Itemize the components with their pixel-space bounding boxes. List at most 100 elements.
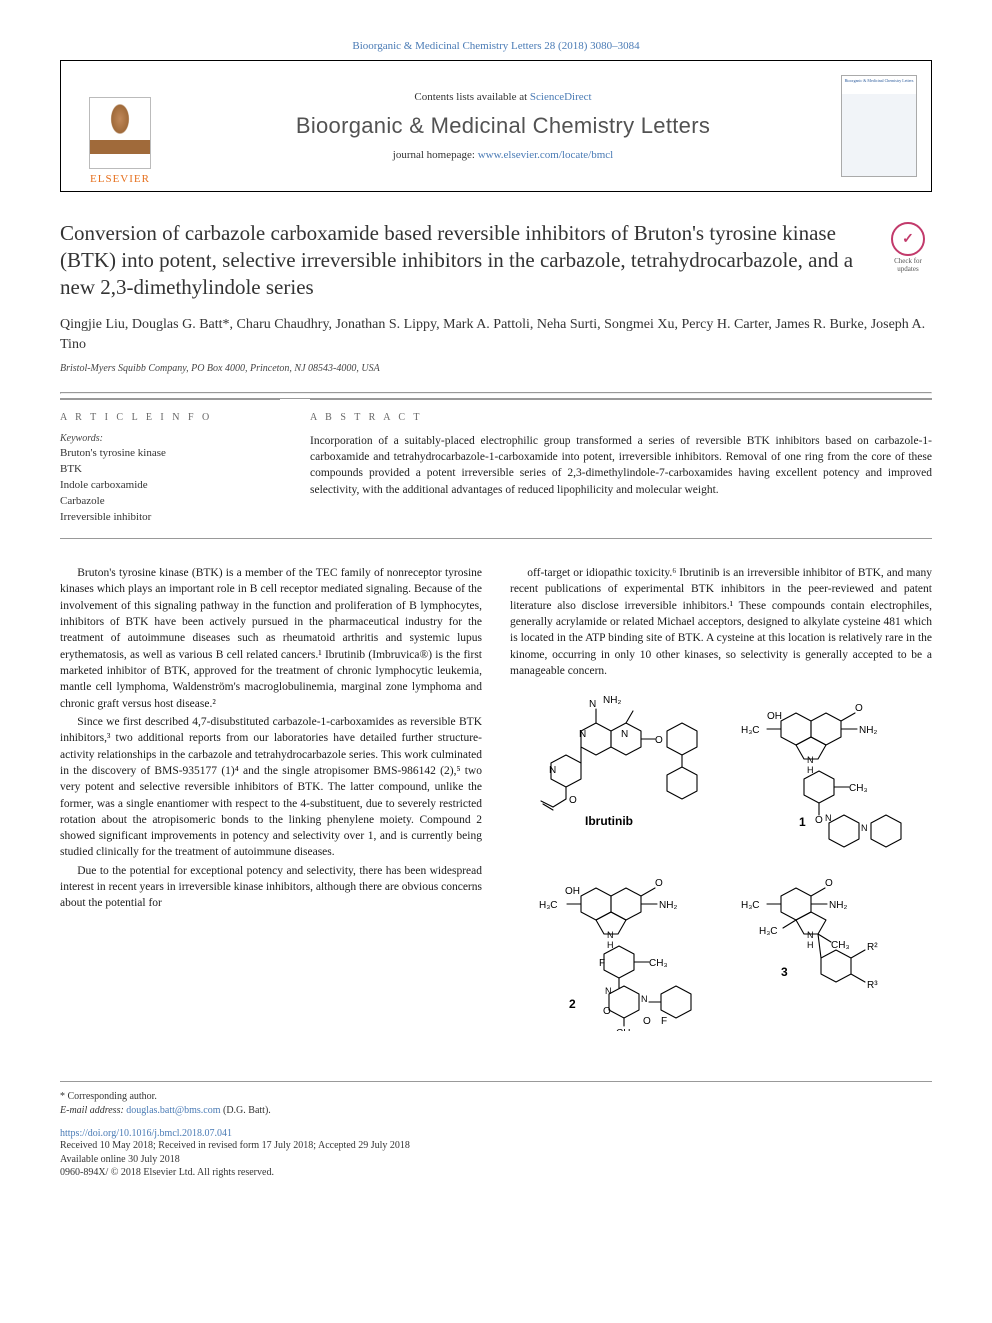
svg-text:N: N [605,986,612,996]
page-footer: * Corresponding author. E-mail address: … [60,1081,932,1178]
publisher-label: ELSEVIER [90,173,150,185]
cover-thumb-title: Bioorganic & Medicinal Chemistry Letters [842,76,916,83]
svg-text:N: N [641,994,648,1004]
svg-text:1: 1 [799,815,806,829]
svg-text:N: N [589,699,596,710]
svg-text:H₃C: H₃C [539,900,558,911]
svg-text:H₃C: H₃C [741,725,760,736]
svg-text:O: O [643,1016,651,1027]
svg-text:N: N [807,930,814,940]
body-paragraph: Since we first described 4,7-disubstitut… [60,714,482,861]
svg-text:H: H [607,940,614,950]
keyword: Bruton's tyrosine kinase [60,446,280,462]
homepage-link[interactable]: www.elsevier.com/locate/bmcl [478,149,614,161]
body-right-column: off-target or idiopathic toxicity.⁶ Ibru… [510,565,932,1031]
structure-1: N H O NH₂ H₃C OH [741,703,901,847]
svg-text:2: 2 [569,997,576,1011]
author-list: Qingjie Liu, Douglas G. Batt*, Charu Cha… [60,315,932,356]
svg-text:N: N [825,813,832,823]
homepage-prefix: journal homepage: [393,149,478,161]
email-label: E-mail address: [60,1105,126,1116]
svg-text:Ibrutinib: Ibrutinib [585,814,633,828]
keywords-label: Keywords: [60,433,280,444]
structure-ibrutinib: N NH₂ N N O [541,695,697,828]
body-paragraph: Bruton's tyrosine kinase (BTK) is a memb… [60,565,482,712]
svg-text:O: O [825,878,833,889]
svg-text:CH₃: CH₃ [831,940,850,951]
body-paragraph: Due to the potential for exceptional pot… [60,863,482,912]
svg-text:O: O [855,703,863,714]
sciencedirect-link[interactable]: ScienceDirect [530,91,592,103]
journal-masthead: ELSEVIER Contents lists available at Sci… [60,60,932,192]
elsevier-tree-logo [89,97,151,169]
divider [60,392,932,394]
svg-text:O: O [655,878,663,889]
svg-text:NH₂: NH₂ [829,900,847,911]
svg-text:NH₂: NH₂ [603,695,621,706]
cover-thumb-wrap: Bioorganic & Medicinal Chemistry Letters [827,61,931,191]
svg-text:F: F [661,1016,667,1027]
check-updates-icon: ✓ [891,222,925,256]
keywords-list: Bruton's tyrosine kinase BTK Indole carb… [60,446,280,526]
article-title: Conversion of carbazole carboxamide base… [60,220,860,301]
svg-text:O: O [603,1006,611,1017]
svg-text:N: N [621,729,628,740]
contents-line: Contents lists available at ScienceDirec… [179,91,827,103]
dates-line2: Available online 30 July 2018 [60,1153,932,1167]
article-info-head: A R T I C L E I N F O [60,412,280,423]
svg-text:F: F [599,958,605,969]
svg-text:CH₃: CH₃ [849,783,868,794]
abstract-head: A B S T R A C T [310,412,932,423]
doi-link[interactable]: https://doi.org/10.1016/j.bmcl.2018.07.0… [60,1128,232,1139]
svg-text:H: H [807,765,814,775]
corresponding-author-note: * Corresponding author. [60,1090,932,1104]
body-paragraph: off-target or idiopathic toxicity.⁶ Ibru… [510,565,932,679]
svg-text:H₃C: H₃C [759,926,778,937]
svg-text:OH: OH [565,886,580,897]
email-suffix: (D.G. Batt). [221,1105,271,1116]
svg-text:O: O [569,795,577,806]
svg-text:N: N [607,930,614,940]
affiliation: Bristol-Myers Squibb Company, PO Box 400… [60,363,932,374]
keyword: Carbazole [60,494,280,510]
structure-2: N H O NH₂ H₃C OH F [539,878,691,1031]
email-line: E-mail address: douglas.batt@bms.com (D.… [60,1104,932,1118]
svg-text:NH₂: NH₂ [659,900,677,911]
publisher-block: ELSEVIER [61,61,179,191]
header-citation-link[interactable]: Bioorganic & Medicinal Chemistry Letters… [352,40,639,52]
svg-text:R³: R³ [867,980,878,991]
contents-prefix: Contents lists available at [414,91,529,103]
copyright-line: 0960-894X/ © 2018 Elsevier Ltd. All righ… [60,1167,932,1178]
dates-line1: Received 10 May 2018; Received in revise… [60,1139,932,1153]
structure-3: N H O NH₂ H₃C CH₃ H [741,878,878,991]
svg-text:H₃C: H₃C [741,900,760,911]
svg-text:OH: OH [767,711,782,722]
svg-text:N: N [807,755,814,765]
chemical-structures-figure: N NH₂ N N O [510,691,932,1031]
journal-cover-thumbnail: Bioorganic & Medicinal Chemistry Letters [841,75,917,177]
doi-text: https://doi.org/10.1016/j.bmcl.2018.07.0… [60,1128,932,1139]
svg-text:R²: R² [867,942,878,953]
header-citation: Bioorganic & Medicinal Chemistry Letters… [60,40,932,52]
chem-structures-svg: N NH₂ N N O [521,691,921,1031]
svg-text:N: N [861,823,868,833]
body-left-column: Bruton's tyrosine kinase (BTK) is a memb… [60,565,482,1031]
check-updates-text: Check forupdates [884,258,932,273]
svg-text:CH₃: CH₃ [616,1028,635,1031]
keyword: BTK [60,462,280,478]
svg-text:3: 3 [781,965,788,979]
svg-text:N: N [549,765,556,776]
svg-text:CH₃: CH₃ [649,958,668,969]
check-for-updates-badge[interactable]: ✓ Check forupdates [884,222,932,273]
keyword: Irreversible inhibitor [60,510,280,526]
svg-text:H: H [807,940,814,950]
homepage-line: journal homepage: www.elsevier.com/locat… [179,149,827,161]
abstract-text: Incorporation of a suitably-placed elect… [310,433,932,497]
email-link[interactable]: douglas.batt@bms.com [126,1105,220,1116]
svg-text:NH₂: NH₂ [859,725,877,736]
keyword: Indole carboxamide [60,478,280,494]
svg-text:O: O [815,815,823,826]
journal-name: Bioorganic & Medicinal Chemistry Letters [179,113,827,139]
svg-text:N: N [579,729,586,740]
masthead-center: Contents lists available at ScienceDirec… [179,61,827,191]
